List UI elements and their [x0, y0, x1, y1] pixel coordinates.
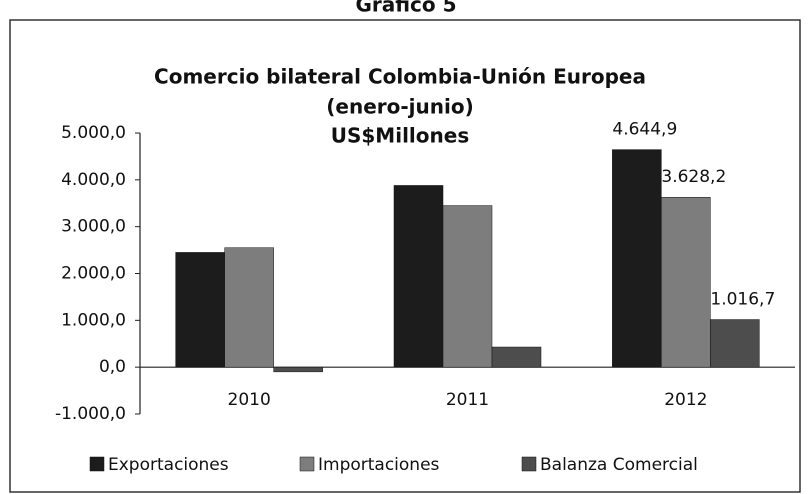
y-tick-label: -1.000,0: [55, 404, 126, 424]
legend-swatch: [89, 456, 105, 472]
y-tick-label: 4.000,0: [61, 170, 126, 190]
chart-title: (enero-junio): [326, 95, 473, 119]
chart-title: US$Millones: [331, 124, 469, 148]
data-label: 1.016,7: [710, 290, 775, 310]
y-tick-label: 1.000,0: [61, 310, 126, 330]
x-tick-label: 2010: [228, 390, 271, 410]
bar: [442, 205, 493, 368]
x-tick-label: 2012: [664, 390, 707, 410]
legend-swatch: [299, 456, 315, 472]
y-tick-label: 3.000,0: [61, 217, 126, 237]
data-label: 4.644,9: [612, 120, 677, 140]
chart-border: [9, 19, 801, 493]
bar: [273, 366, 323, 373]
caption: Gráfico 5: [355, 0, 456, 17]
bar: [175, 252, 225, 368]
x-tick-label: 2011: [446, 390, 489, 410]
bar: [224, 247, 274, 368]
bar: [393, 185, 444, 368]
legend-label: Balanza Comercial: [540, 455, 698, 475]
data-label: 3.628,2: [661, 167, 726, 187]
legend-label: Importaciones: [318, 455, 440, 475]
y-tick-label: 0,0: [99, 357, 126, 377]
bar: [661, 196, 711, 368]
legend-label: Exportaciones: [108, 455, 229, 475]
bar: [612, 149, 662, 368]
chart-title: Comercio bilateral Colombia-Unión Europe…: [154, 65, 646, 89]
bar: [710, 319, 760, 368]
legend-swatch: [521, 456, 537, 472]
y-tick-label: 2.000,0: [61, 264, 126, 284]
bar: [491, 346, 542, 368]
y-tick-label: 5.000,0: [61, 123, 126, 143]
